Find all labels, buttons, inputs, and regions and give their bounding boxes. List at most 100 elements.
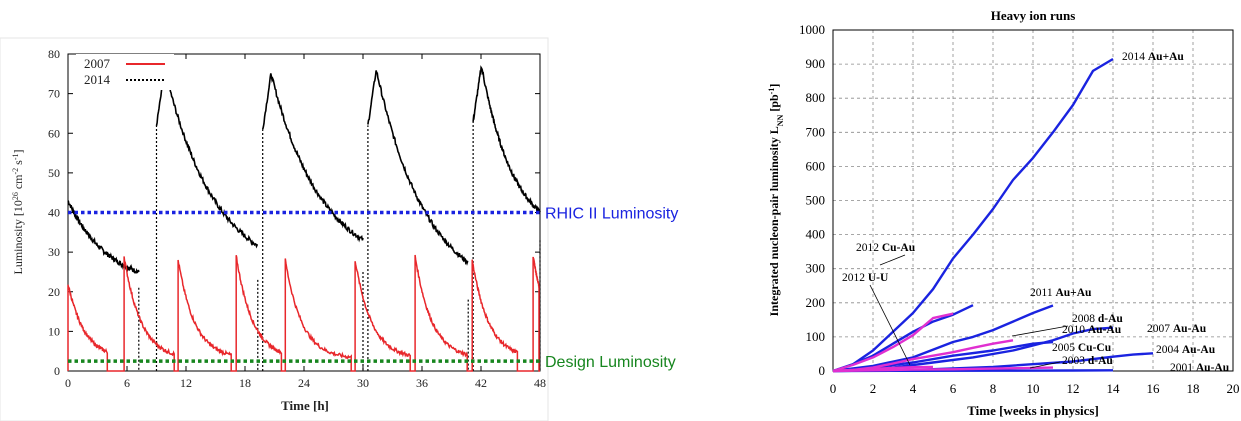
series-label-year: 2008 (1072, 313, 1095, 325)
series-2007-line (67, 254, 540, 372)
series-label: 2012 U-U (842, 272, 889, 284)
right-y-tick-label: 0 (819, 363, 826, 378)
left-series-group (67, 65, 541, 372)
left-y-tick-label: 0 (54, 364, 60, 378)
left-x-axis-label: Time [h] (281, 398, 329, 413)
right-x-tick-label: 4 (910, 381, 917, 396)
right-chart: Heavy ion runs 0 2 4 6 8 10 12 14 16 18 2001002003… (767, 8, 1240, 418)
legend-label-2014: 2014 (84, 72, 111, 87)
right-y-tick-label: 400 (806, 227, 826, 242)
right-y-tick-label: 200 (806, 295, 826, 310)
series-label: 2003 d-Au (1062, 355, 1113, 367)
series-label-year: 2004 (1156, 344, 1179, 356)
series-label-year: 2003 (1062, 355, 1085, 367)
left-y-tick-label: 30 (48, 245, 60, 259)
right-x-tick-label: 18 (1187, 381, 1200, 396)
left-panel-frame (0, 37, 549, 421)
series-label-species: Cu-Cu (1078, 342, 1112, 354)
series-label-year: 2012 (856, 242, 879, 254)
series-label-species: Au-Au (1088, 324, 1122, 336)
right-x-tick-label: 0 (830, 381, 837, 396)
left-y-tick-label: 40 (48, 206, 60, 220)
right-y-tick-label: 1000 (799, 22, 825, 37)
series-label-species: Au-Au (1173, 323, 1207, 335)
right-series-line (832, 326, 1114, 373)
right-x-axis-label: Time [weeks in physics] (967, 403, 1099, 418)
series-label-leader (869, 284, 911, 366)
right-series-line (832, 304, 1054, 373)
left-x-tick-label: 0 (65, 376, 71, 390)
right-x-tick-label: 6 (950, 381, 957, 396)
left-y-tick-label: 60 (48, 126, 60, 140)
left-ticks: 0 6 12 18 24 30 36 42 48 0 10 20 30 40 50 60 70 80 (48, 47, 546, 390)
series-2014-fill (367, 70, 469, 266)
series-2014-fill (155, 67, 258, 249)
left-x-tick-label: 18 (239, 376, 251, 390)
left-y-tick-label: 20 (48, 285, 60, 299)
series-label-species: Au+Au (1148, 51, 1185, 63)
right-series-line (832, 365, 934, 373)
left-y-axis-label: Luminosity [1026 cm-2 s-1] (11, 149, 26, 274)
series-label-species: Au+Au (1055, 287, 1092, 299)
left-y-tick-label: 80 (48, 47, 60, 61)
series-label-species: U-U (868, 272, 889, 284)
series-label-year: 2011 (1030, 287, 1053, 299)
left-chart: 0 6 12 18 24 30 36 42 48 0 10 20 30 40 50 60 70 80 RHIC I… (11, 47, 679, 413)
series-label-year: 2010 (1062, 324, 1085, 336)
series-label-year: 2014 (1122, 51, 1145, 63)
reference-lines: RHIC II Luminosity Design Luminosity (68, 206, 678, 371)
right-series-group (832, 57, 1154, 373)
reference-line-label: Design Luminosity (545, 354, 676, 371)
series-label: 2014 Au+Au (1122, 51, 1184, 63)
series-label-leader (879, 254, 906, 266)
left-x-tick-label: 36 (416, 376, 428, 390)
series-label-leader (1029, 361, 1061, 369)
right-x-tick-label: 12 (1067, 381, 1080, 396)
series-label: 2008 d-Au (1072, 313, 1123, 325)
series-label-species: Au-Au (1196, 362, 1230, 374)
legend-box (76, 54, 174, 90)
right-series-line (832, 312, 954, 373)
right-grid (832, 29, 1234, 372)
series-label-species: d-Au (1088, 355, 1114, 367)
right-y-tick-label: 600 (806, 158, 826, 173)
series-label-year: 2005 (1052, 342, 1075, 354)
series-label: 2001 Au-Au (1170, 362, 1230, 374)
left-x-tick-label: 30 (357, 376, 369, 390)
series-label-species: d-Au (1098, 313, 1124, 325)
series-label: 2012 Cu-Au (856, 242, 916, 254)
right-series-line (832, 366, 1054, 373)
right-x-tick-label: 16 (1147, 381, 1161, 396)
left-legend: 2007 2014 (76, 54, 174, 90)
left-x-tick-label: 6 (124, 376, 130, 390)
series-label-year: 2001 (1170, 362, 1193, 374)
right-x-tick-label: 2 (870, 381, 877, 396)
right-series-line (832, 57, 1114, 373)
right-x-tick-label: 8 (990, 381, 997, 396)
right-y-tick-label: 500 (806, 193, 826, 208)
series-label-species: Au-Au (1182, 344, 1216, 356)
series-label-year: 2007 (1147, 323, 1170, 335)
series-label: 2010 Au-Au (1062, 324, 1122, 336)
right-y-axis-label: Integrated nucleon-pair luminosity LNN [… (767, 84, 785, 317)
right-y-tick-label: 300 (806, 261, 826, 276)
left-x-tick-label: 24 (298, 376, 310, 390)
right-y-tick-label: 100 (806, 329, 826, 344)
reference-line-label: RHIC II Luminosity (545, 206, 678, 223)
left-y-tick-label: 10 (48, 324, 60, 338)
left-x-tick-label: 12 (180, 376, 192, 390)
series-label-leader (1011, 325, 1069, 337)
series-2014-fill (472, 65, 541, 213)
series-2014-fill (261, 73, 364, 243)
right-ticks: 0 2 4 6 8 10 12 14 16 18 2001002003004005006007008… (799, 22, 1240, 396)
series-label-year: 2012 (842, 272, 865, 284)
left-x-tick-label: 48 (534, 376, 546, 390)
left-y-tick-label: 70 (48, 87, 60, 101)
right-y-tick-label: 700 (806, 124, 826, 139)
right-y-tick-label: 900 (806, 56, 826, 71)
series-label-species: Cu-Au (882, 242, 916, 254)
series-label: 2011 Au+Au (1030, 287, 1092, 299)
right-x-tick-label: 20 (1227, 381, 1240, 396)
